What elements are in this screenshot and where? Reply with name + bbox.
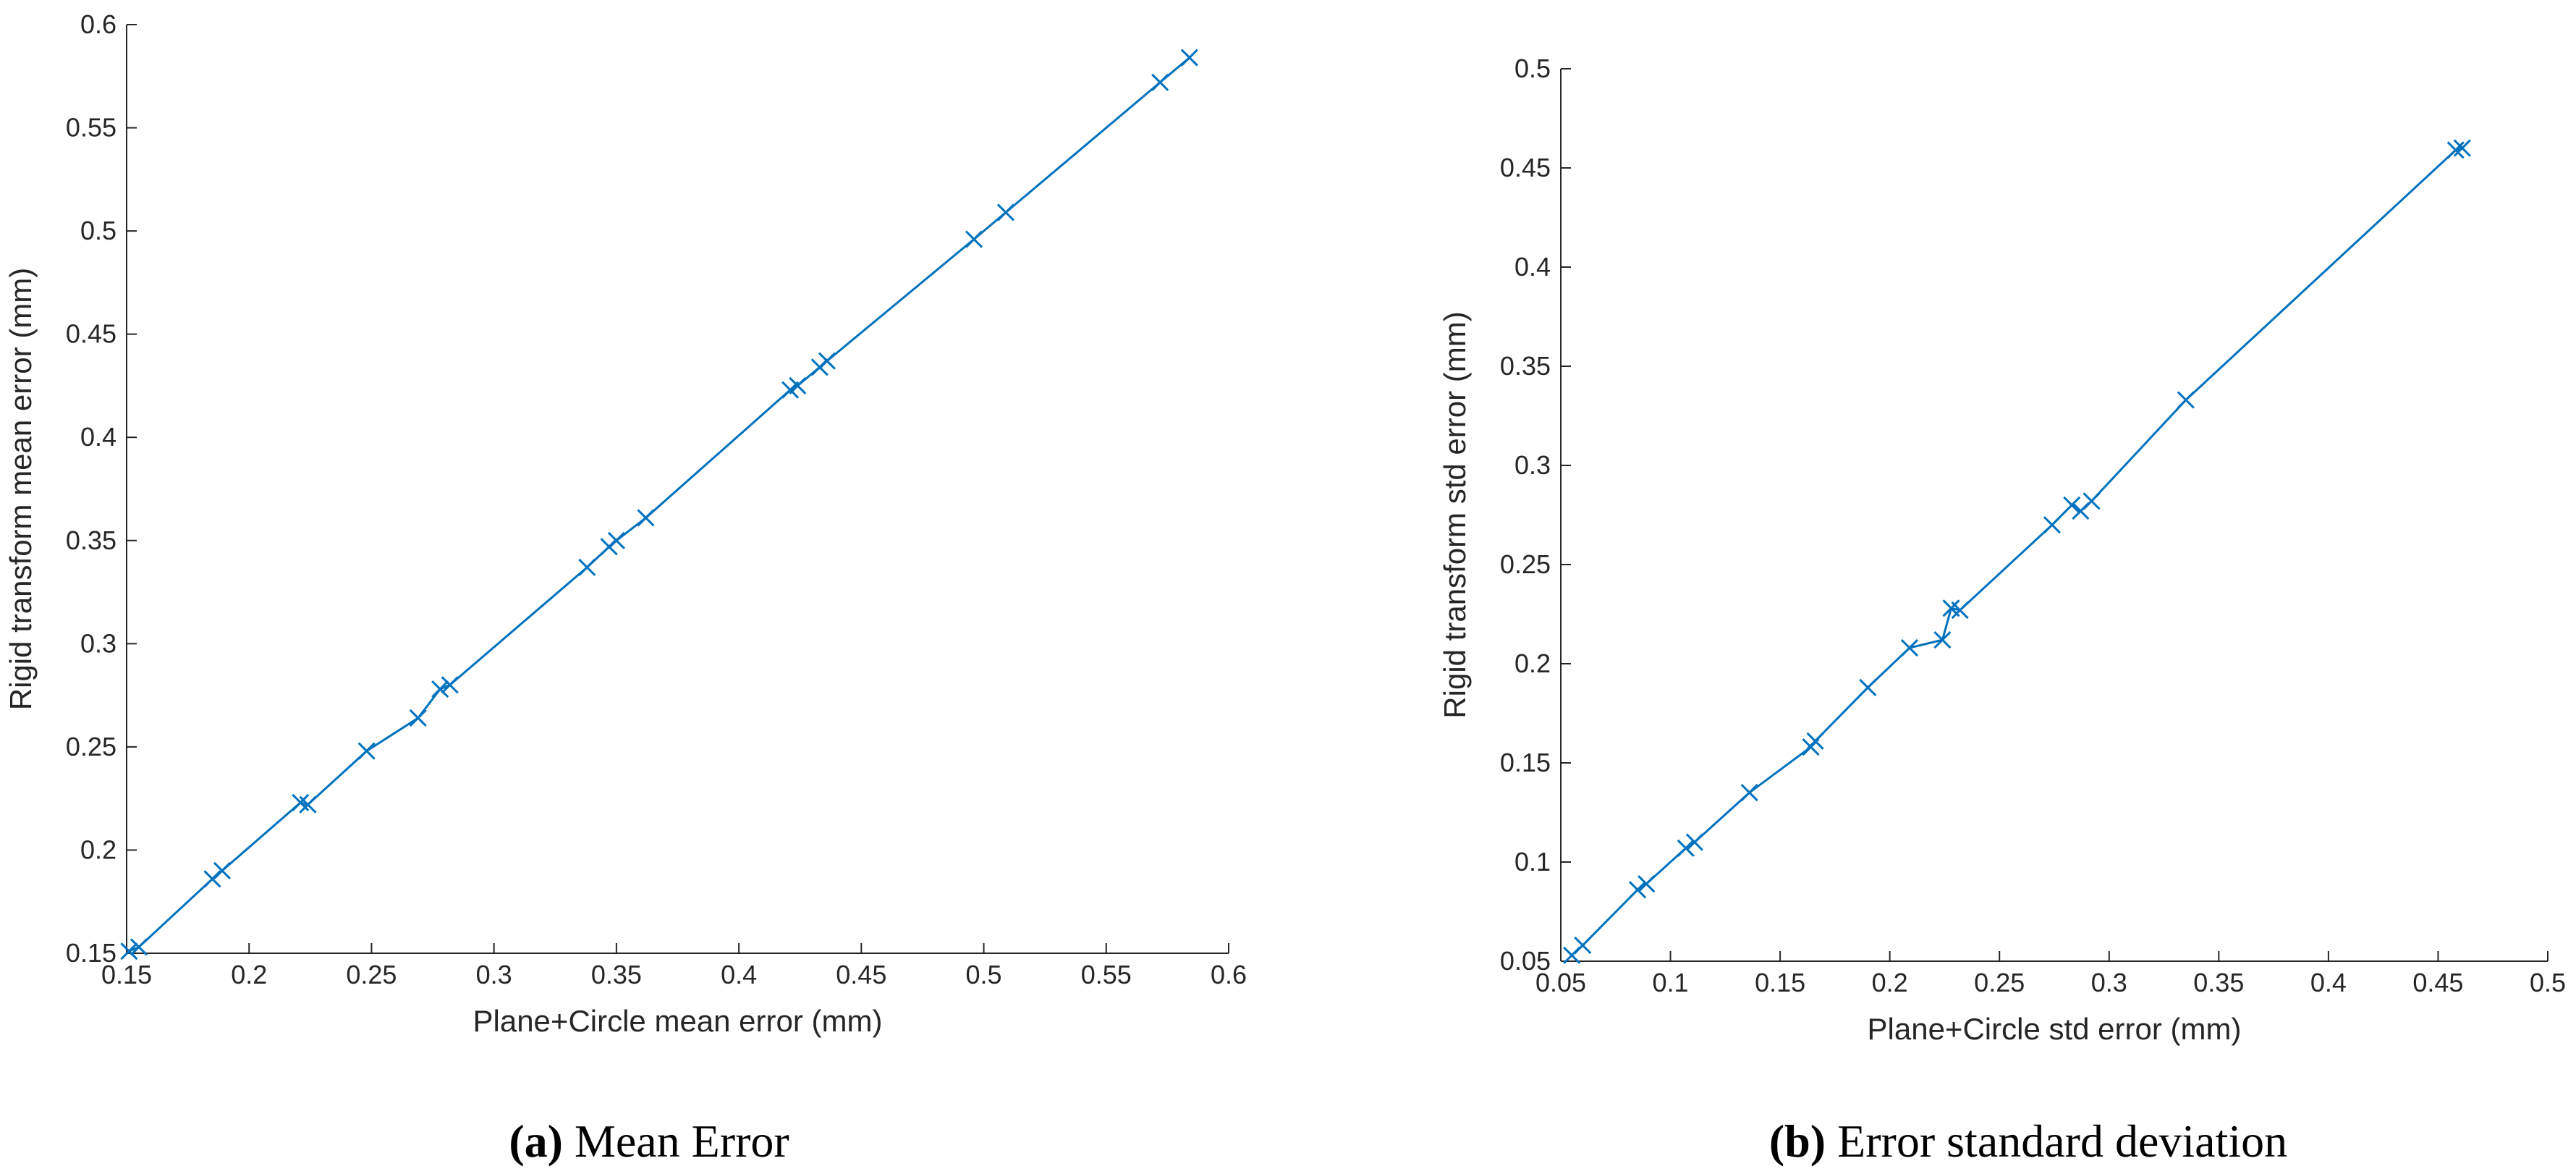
caption-text: Error standard deviation: [1837, 1115, 2287, 1167]
caption-space: [563, 1115, 575, 1167]
caption-text: Mean Error: [575, 1115, 789, 1167]
marker: [2177, 391, 2195, 409]
marker: [789, 376, 807, 395]
y-tick-label: 0.5: [80, 216, 116, 245]
x-tick-label: 0.2: [231, 960, 267, 989]
marker: [1637, 875, 1656, 893]
marker: [1180, 48, 1198, 67]
marker: [431, 680, 449, 698]
y-tick-label: 0.4: [80, 422, 116, 452]
marker: [1629, 881, 1647, 899]
y-tick-label: 0.2: [80, 835, 116, 864]
x-tick-label: 0.25: [346, 960, 397, 989]
x-tick-label: 0.45: [836, 960, 886, 989]
x-tick-label: 0.05: [1535, 968, 1586, 997]
data-line: [1571, 147, 2463, 956]
caption: (b) Error standard deviation: [1769, 1115, 2287, 1167]
marker: [965, 230, 983, 248]
y-tick-label: 0.05: [1500, 946, 1551, 976]
x-tick-label: 0.4: [2310, 968, 2347, 997]
x-tick-label: 0.15: [1755, 968, 1805, 997]
marker: [2063, 496, 2081, 514]
y-tick-label: 0.25: [1500, 549, 1551, 579]
subplot: 0.15 0.2 0.25 0.3 0.35 0.4 0.45 0.5 0.55 0.6 0.15 0…: [4, 9, 1247, 1167]
y-tick-label: 0.4: [1514, 252, 1551, 282]
x-tick-label: 0.35: [2193, 968, 2244, 997]
caption: (a) Mean Error: [509, 1115, 789, 1167]
y-tick-label: 0.15: [66, 938, 116, 968]
marker: [2083, 492, 2101, 510]
x-tick-label: 0.45: [2412, 968, 2463, 997]
marker: [1951, 601, 1969, 620]
y-tick-label: 0.55: [66, 113, 116, 143]
caption-space: [1826, 1115, 1837, 1167]
y-tick-label: 0.25: [66, 732, 116, 761]
y-tick-label: 0.6: [80, 9, 116, 39]
marker: [1806, 732, 1824, 750]
marker: [637, 509, 655, 527]
x-tick-label: 0.5: [966, 960, 1002, 989]
x-tick-label: 0.2: [1872, 968, 1908, 997]
marker: [1574, 937, 1592, 955]
x-tick-label: 0.6: [1211, 960, 1247, 989]
x-tick-label: 0.5: [2530, 968, 2566, 997]
marker: [1677, 839, 1695, 857]
y-tick-label: 0.5: [1514, 54, 1551, 83]
marker: [2446, 141, 2465, 159]
data-line: [128, 56, 1190, 953]
marker: [120, 942, 138, 960]
marker: [1740, 784, 1758, 802]
y-tick-label: 0.15: [1500, 748, 1551, 777]
marker: [1151, 73, 1169, 91]
caption-label: (a): [509, 1115, 563, 1167]
y-tick-label: 0.1: [1514, 847, 1551, 877]
x-tick-label: 0.55: [1081, 960, 1132, 989]
y-tick-label: 0.35: [66, 525, 116, 555]
marker: [2453, 139, 2471, 157]
marker: [607, 531, 625, 549]
x-tick-label: 0.4: [721, 960, 757, 989]
marker: [996, 203, 1015, 221]
y-tick-label: 0.35: [1500, 351, 1551, 381]
marker: [1933, 631, 1952, 649]
marker: [1900, 639, 1919, 657]
x-axis-label: Plane+Circle mean error (mm): [473, 1004, 883, 1038]
y-tick-label: 0.45: [1500, 153, 1551, 182]
x-tick-label: 0.15: [101, 960, 152, 989]
y-axis-label: Rigid transform mean error (mm): [4, 268, 38, 710]
subplot: 0.05 0.1 0.15 0.2 0.25 0.3 0.35 0.4 0.45 0.5 0.05 0…: [1438, 54, 2566, 1167]
caption-label: (b): [1769, 1115, 1826, 1167]
marker: [578, 558, 596, 576]
y-axis-label: Rigid transform std error (mm): [1438, 311, 1472, 718]
marker: [203, 870, 221, 888]
y-tick-label: 0.2: [1514, 649, 1551, 678]
y-tick-label: 0.3: [1514, 450, 1551, 480]
marker: [357, 742, 376, 760]
y-tick-label: 0.45: [66, 319, 116, 349]
marker: [299, 795, 317, 814]
x-tick-label: 0.1: [1653, 968, 1689, 997]
x-tick-label: 0.3: [2091, 968, 2127, 997]
marker: [441, 676, 459, 694]
x-tick-label: 0.3: [476, 960, 512, 989]
x-tick-label: 0.35: [591, 960, 642, 989]
marker: [409, 709, 427, 727]
marker: [2043, 516, 2062, 534]
marker: [213, 861, 232, 880]
marker: [818, 352, 836, 370]
marker: [1859, 678, 1877, 696]
y-tick-label: 0.3: [80, 628, 116, 658]
marker: [130, 938, 148, 956]
x-axis-label: Plane+Circle std error (mm): [1868, 1012, 2242, 1046]
marker: [1685, 833, 1703, 851]
x-tick-label: 0.25: [1974, 968, 2025, 997]
